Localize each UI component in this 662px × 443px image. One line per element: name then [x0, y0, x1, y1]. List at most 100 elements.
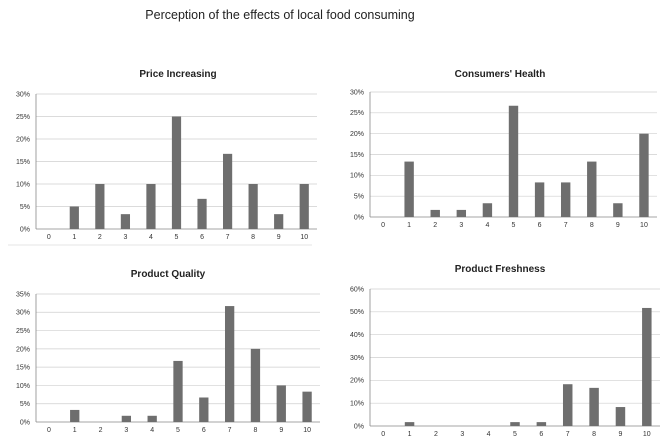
bar-product-freshness-9: [615, 407, 626, 426]
chart-price-increasing: Price Increasing 0% 5% 10% 15% 20% 25% 30% 0 1 2 3 4…: [0, 64, 325, 246]
bar-price-increasing-8: [248, 184, 258, 229]
y-tick-label: 20%: [16, 346, 30, 353]
bar-product-quality-3: [121, 415, 132, 422]
bar-product-freshness-10: [642, 307, 652, 426]
y-tick-label: 15%: [350, 152, 364, 159]
bar-consumers-health-5: [508, 105, 519, 217]
x-tick-label: 5: [176, 427, 180, 434]
y-tick-label: 15%: [16, 365, 30, 372]
y-tick-label: 30%: [350, 89, 364, 96]
bar-product-quality-9: [276, 385, 286, 422]
bar-price-increasing-4: [146, 184, 156, 229]
x-tick-label: 2: [434, 431, 438, 438]
y-tick-label: 10%: [16, 181, 30, 188]
x-tick-label: 8: [251, 234, 255, 241]
x-tick-label: 2: [99, 427, 103, 434]
x-tick-label: 4: [150, 427, 154, 434]
bar-price-increasing-3: [120, 214, 131, 229]
y-tick-label: 20%: [16, 136, 30, 143]
bar-product-quality-5: [173, 360, 183, 422]
x-tick-label: 7: [564, 222, 568, 229]
figure-title: Perception of the effects of local food …: [145, 8, 415, 22]
bar-product-quality-4: [147, 415, 157, 422]
y-tick-label: 10%: [350, 173, 364, 180]
y-tick-label: 5%: [20, 204, 30, 211]
x-tick-label: 0: [381, 222, 385, 229]
x-tick-label: 1: [72, 234, 76, 241]
y-tick-label: 0%: [20, 419, 30, 426]
bar-product-freshness-5: [510, 422, 520, 426]
bar-consumers-health-8: [587, 161, 597, 217]
x-tick-label: 6: [202, 427, 206, 434]
chart-product-freshness: Product Freshness 0% 10% 20% 30% 40% 50% 60% 0 1 2…: [337, 262, 662, 443]
bar-consumers-health-4: [482, 203, 493, 217]
bar-consumers-health-6: [534, 182, 545, 217]
bar-consumers-health-1: [404, 161, 414, 217]
bar-product-quality-1: [70, 409, 80, 422]
bar-consumers-health-7: [560, 182, 571, 217]
bar-product-quality-7: [224, 306, 235, 422]
bar-product-quality-10: [302, 391, 312, 422]
x-tick-label: 10: [640, 222, 648, 229]
chart-svg-price-increasing: Price Increasing 0% 5% 10% 15% 20% 25% 30% 0 1 2 3 4…: [8, 69, 317, 246]
bar-consumers-health-3: [456, 209, 467, 217]
x-tick-label: 6: [539, 431, 543, 438]
x-tick-label: 9: [279, 427, 283, 434]
y-tick-label: 0%: [20, 226, 30, 233]
bar-price-increasing-6: [197, 198, 207, 229]
bar-price-increasing-7: [222, 153, 233, 229]
y-tick-label: 15%: [16, 159, 30, 166]
chart-svg-product-freshness: Product Freshness 0% 10% 20% 30% 40% 50% 60% 0 1 2…: [350, 264, 660, 438]
y-tick-label: 0%: [354, 214, 364, 221]
y-tick-label: 25%: [16, 114, 30, 121]
y-tick-label: 20%: [350, 131, 364, 138]
x-tick-label: 8: [590, 222, 594, 229]
x-tick-label: 3: [123, 234, 127, 241]
x-tick-label: 0: [47, 427, 51, 434]
bar-consumers-health-9: [613, 203, 623, 217]
y-tick-label: 10%: [16, 383, 30, 390]
bar-price-increasing-1: [69, 206, 79, 229]
y-tick-label: 50%: [350, 309, 364, 316]
x-tick-label: 2: [433, 222, 437, 229]
y-tick-label: 60%: [350, 286, 364, 293]
bar-product-quality-8: [250, 348, 261, 422]
y-tick-label: 35%: [16, 291, 30, 298]
x-tick-label: 5: [512, 222, 516, 229]
x-tick-label: 1: [73, 427, 77, 434]
chart-title: Product Quality: [131, 269, 206, 280]
x-tick-label: 7: [566, 431, 570, 438]
x-tick-label: 9: [619, 431, 623, 438]
x-tick-label: 5: [175, 234, 179, 241]
x-tick-label: 1: [407, 222, 411, 229]
chart-consumers-health: Consumers' Health 0% 5% 10% 15% 20% 25% 30% 0 1 2 3…: [337, 64, 662, 246]
x-tick-label: 7: [228, 427, 232, 434]
bar-consumers-health-2: [430, 209, 440, 217]
x-tick-label: 9: [277, 234, 281, 241]
chart-svg-consumers-health: Consumers' Health 0% 5% 10% 15% 20% 25% 30% 0 1 2 3…: [350, 69, 657, 229]
x-tick-label: 3: [124, 427, 128, 434]
y-tick-label: 10%: [350, 401, 364, 408]
chart-svg-product-quality: Product Quality 0% 5% 10% 15% 20% 25% 30% 35% 0 1 2…: [16, 269, 320, 434]
chart-title: Consumers' Health: [455, 69, 546, 80]
x-tick-label: 4: [485, 222, 489, 229]
chart-product-quality: Product Quality 0% 5% 10% 15% 20% 25% 30% 35% 0 1 2…: [0, 262, 325, 443]
y-tick-label: 20%: [350, 378, 364, 385]
bar-price-increasing-5: [171, 116, 182, 229]
x-tick-label: 10: [300, 234, 308, 241]
x-tick-label: 8: [592, 431, 596, 438]
x-tick-label: 9: [616, 222, 620, 229]
y-tick-label: 5%: [20, 401, 30, 408]
bar-product-freshness-8: [589, 387, 599, 426]
chart-title: Product Freshness: [455, 264, 546, 275]
bar-product-freshness-6: [536, 422, 547, 426]
y-tick-label: 30%: [350, 355, 364, 362]
x-tick-label: 10: [303, 427, 311, 434]
x-tick-label: 3: [459, 222, 463, 229]
bar-product-freshness-7: [562, 384, 573, 426]
x-tick-label: 8: [254, 427, 258, 434]
y-tick-label: 25%: [16, 328, 30, 335]
x-tick-label: 2: [98, 234, 102, 241]
x-tick-label: 0: [47, 234, 51, 241]
x-tick-label: 6: [538, 222, 542, 229]
